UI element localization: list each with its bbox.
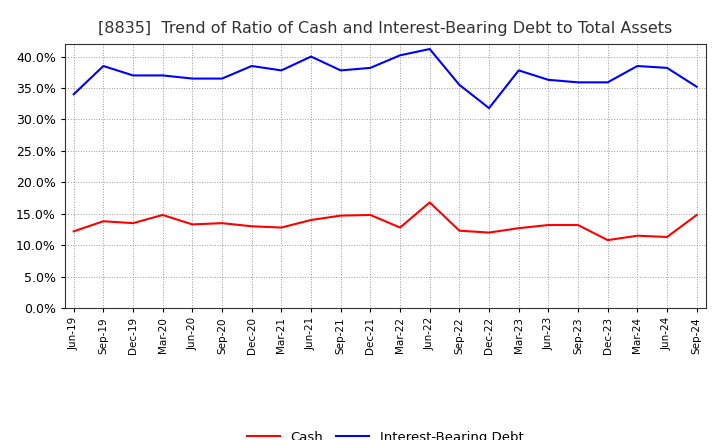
Cash [336, 213, 345, 218]
Cash [693, 213, 701, 218]
Cash [426, 200, 434, 205]
Interest-Bearing Debt [69, 92, 78, 97]
Interest-Bearing Debt [603, 80, 612, 85]
Interest-Bearing Debt [248, 63, 256, 69]
Cash [129, 220, 138, 226]
Cash [633, 233, 642, 238]
Cash [366, 213, 374, 218]
Interest-Bearing Debt [366, 65, 374, 70]
Cash [248, 224, 256, 229]
Interest-Bearing Debt [455, 82, 464, 88]
Interest-Bearing Debt [485, 106, 493, 111]
Interest-Bearing Debt [544, 77, 553, 82]
Interest-Bearing Debt [129, 73, 138, 78]
Interest-Bearing Debt [396, 53, 405, 58]
Interest-Bearing Debt [662, 65, 671, 70]
Legend: Cash, Interest-Bearing Debt: Cash, Interest-Bearing Debt [241, 425, 529, 440]
Cash [574, 222, 582, 227]
Interest-Bearing Debt [99, 63, 108, 69]
Cash [455, 228, 464, 233]
Line: Cash: Cash [73, 202, 697, 240]
Interest-Bearing Debt [217, 76, 226, 81]
Interest-Bearing Debt [693, 84, 701, 89]
Line: Interest-Bearing Debt: Interest-Bearing Debt [73, 49, 697, 108]
Interest-Bearing Debt [158, 73, 167, 78]
Cash [307, 217, 315, 223]
Interest-Bearing Debt [574, 80, 582, 85]
Cash [158, 213, 167, 218]
Cash [603, 238, 612, 243]
Interest-Bearing Debt [336, 68, 345, 73]
Cash [69, 229, 78, 234]
Interest-Bearing Debt [307, 54, 315, 59]
Cash [217, 220, 226, 226]
Cash [396, 225, 405, 230]
Interest-Bearing Debt [277, 68, 286, 73]
Interest-Bearing Debt [514, 68, 523, 73]
Cash [188, 222, 197, 227]
Interest-Bearing Debt [188, 76, 197, 81]
Cash [514, 226, 523, 231]
Title: [8835]  Trend of Ratio of Cash and Interest-Bearing Debt to Total Assets: [8835] Trend of Ratio of Cash and Intere… [98, 21, 672, 36]
Interest-Bearing Debt [633, 63, 642, 69]
Cash [277, 225, 286, 230]
Cash [662, 235, 671, 240]
Cash [99, 219, 108, 224]
Cash [544, 222, 553, 227]
Cash [485, 230, 493, 235]
Interest-Bearing Debt [426, 46, 434, 51]
